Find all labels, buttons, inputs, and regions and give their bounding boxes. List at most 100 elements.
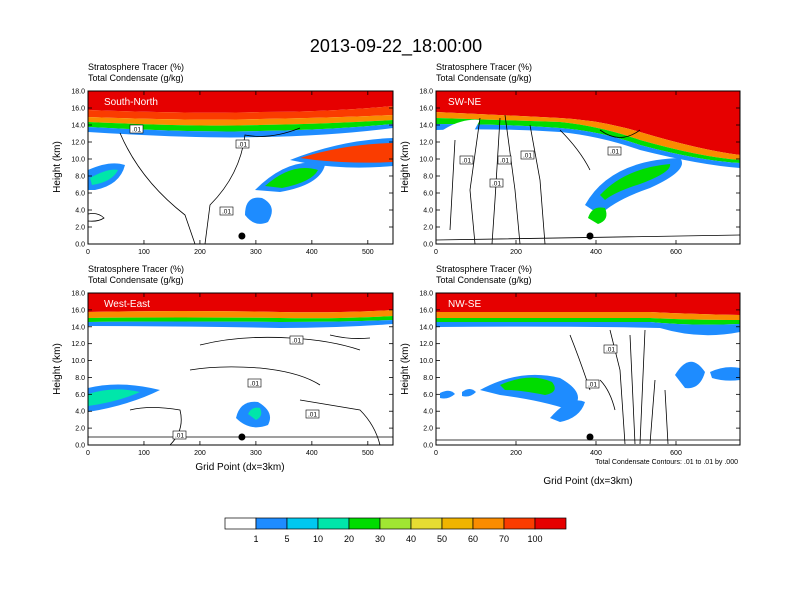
x-tick-label: 100 xyxy=(138,450,150,457)
y-axis: 0.0 2.0 4.0 6.0 8.0 10.0 12.0 14.0 16.0 18.0 xyxy=(71,291,393,450)
y-tick-label: 10.0 xyxy=(71,157,85,164)
colorbar-label: 70 xyxy=(499,534,509,544)
contour-label: .01 xyxy=(132,127,141,134)
y-tick-label: 0.0 xyxy=(75,242,85,249)
y-axis: 0.0 2.0 4.0 6.0 8.0 10.0 12.0 14.0 16.0 18.0 xyxy=(419,291,740,450)
x-tick-label: 600 xyxy=(670,249,682,256)
contour-label: .01 xyxy=(250,381,259,388)
contour-label: .01 xyxy=(523,153,532,160)
colorbar-cell xyxy=(224,517,257,530)
x-tick-label: 600 xyxy=(670,450,682,457)
y-axis-label: Height (km) xyxy=(400,141,411,193)
location-marker xyxy=(238,433,246,441)
y-axis-label: Height (km) xyxy=(52,141,63,193)
colorbar-label: 10 xyxy=(313,534,323,544)
y-tick-label: 6.0 xyxy=(75,392,85,399)
colorbar-cell xyxy=(441,517,474,530)
y-axis: 0.0 2.0 4.0 6.0 8.0 10.0 12.0 14.0 16.0 18.0 xyxy=(419,89,740,249)
y-tick-label: 2.0 xyxy=(423,426,433,433)
x-tick-label: 300 xyxy=(250,249,262,256)
y-tick-label: 10.0 xyxy=(419,157,433,164)
x-tick-label: 200 xyxy=(510,249,522,256)
y-tick-label: 4.0 xyxy=(423,409,433,416)
x-tick-label: 400 xyxy=(590,249,602,256)
y-tick-label: 14.0 xyxy=(71,324,85,331)
panel-label: South-North xyxy=(104,97,158,108)
x-tick-label: 0 xyxy=(434,249,438,256)
panel-subtitle-condensate: Total Condensate (g/kg) xyxy=(436,275,532,285)
panel-subtitle-condensate: Total Condensate (g/kg) xyxy=(436,73,532,83)
colorbar-label: 100 xyxy=(527,534,542,544)
x-tick-label: 400 xyxy=(590,450,602,457)
y-tick-label: 12.0 xyxy=(419,140,433,147)
location-marker xyxy=(238,232,246,240)
x-axis: 0 100 200 300 400 500 xyxy=(86,293,374,457)
contour-label: .01 xyxy=(222,209,231,216)
contour-labels: .01 .01 xyxy=(585,344,618,389)
y-tick-label: 10.0 xyxy=(419,358,433,365)
panel-sw-ne: Stratosphere Tracer (%) Total Condensate… xyxy=(400,62,741,256)
panel-subtitle-condensate: Total Condensate (g/kg) xyxy=(88,275,184,285)
x-tick-label: 500 xyxy=(362,450,374,457)
contour-label: .01 xyxy=(462,158,471,165)
y-tick-label: 2.0 xyxy=(423,225,433,232)
panel-nw-se: Stratosphere Tracer (%) Total Condensate… xyxy=(400,264,741,487)
y-tick-label: 8.0 xyxy=(75,375,85,382)
y-tick-label: 0.0 xyxy=(75,443,85,450)
x-tick-label: 100 xyxy=(138,249,150,256)
colorbar-label: 60 xyxy=(468,534,478,544)
x-tick-label: 0 xyxy=(86,450,90,457)
x-tick-label: 300 xyxy=(250,450,262,457)
colorbar-cell xyxy=(255,517,288,530)
panel-label: SW-NE xyxy=(448,97,481,108)
colorbar-cell xyxy=(534,517,567,530)
y-tick-label: 18.0 xyxy=(71,89,85,96)
y-tick-label: 8.0 xyxy=(423,375,433,382)
colorbar-label: 30 xyxy=(375,534,385,544)
colorbar-cell xyxy=(286,517,319,530)
x-axis: 0 200 400 600 xyxy=(434,293,682,457)
y-tick-label: 16.0 xyxy=(419,307,433,314)
figure-title: 2013-09-22_18:00:00 xyxy=(310,36,482,57)
x-axis-label: Grid Point (dx=3km) xyxy=(543,476,632,487)
y-tick-label: 16.0 xyxy=(71,106,85,113)
panel-fields xyxy=(435,292,741,446)
y-tick-label: 16.0 xyxy=(419,106,433,113)
y-tick-label: 4.0 xyxy=(75,208,85,215)
colorbar-label: 1 xyxy=(253,534,258,544)
colorbar-cell xyxy=(348,517,381,530)
y-tick-label: 18.0 xyxy=(419,291,433,298)
colorbar-cell xyxy=(410,517,443,530)
y-tick-label: 16.0 xyxy=(71,307,85,314)
panel-subtitle-tracer: Stratosphere Tracer (%) xyxy=(88,62,184,72)
panel-subtitle-tracer: Stratosphere Tracer (%) xyxy=(88,264,184,274)
y-tick-label: 2.0 xyxy=(75,426,85,433)
location-marker xyxy=(586,433,594,441)
y-tick-label: 10.0 xyxy=(71,358,85,365)
y-tick-label: 4.0 xyxy=(75,409,85,416)
y-tick-label: 6.0 xyxy=(75,191,85,198)
x-tick-label: 200 xyxy=(194,450,206,457)
colorbar-cell xyxy=(503,517,536,530)
contour-label: .01 xyxy=(292,338,301,345)
colorbar-label: 5 xyxy=(284,534,289,544)
colorbar-cell xyxy=(472,517,505,530)
y-tick-label: 14.0 xyxy=(419,123,433,130)
y-tick-label: 14.0 xyxy=(419,324,433,331)
contour-label: .01 xyxy=(606,347,615,354)
contour-labels: .01 .01 .01 xyxy=(129,124,250,216)
panel-fields xyxy=(87,292,394,446)
contour-label: .01 xyxy=(492,181,501,188)
y-tick-label: 8.0 xyxy=(423,174,433,181)
contour-label: .01 xyxy=(610,149,619,156)
panel-west-east: Stratosphere Tracer (%) Total Condensate… xyxy=(52,264,394,473)
colorbar-label: 50 xyxy=(437,534,447,544)
contour-label: .01 xyxy=(588,382,597,389)
panel-label: NW-SE xyxy=(448,299,481,310)
panel-subtitle-tracer: Stratosphere Tracer (%) xyxy=(436,62,532,72)
panel-south-north: Stratosphere Tracer (%) Total Condensate… xyxy=(52,62,394,256)
y-tick-label: 6.0 xyxy=(423,392,433,399)
x-tick-label: 400 xyxy=(306,249,318,256)
y-tick-label: 2.0 xyxy=(75,225,85,232)
panel-label: West-East xyxy=(104,299,150,310)
